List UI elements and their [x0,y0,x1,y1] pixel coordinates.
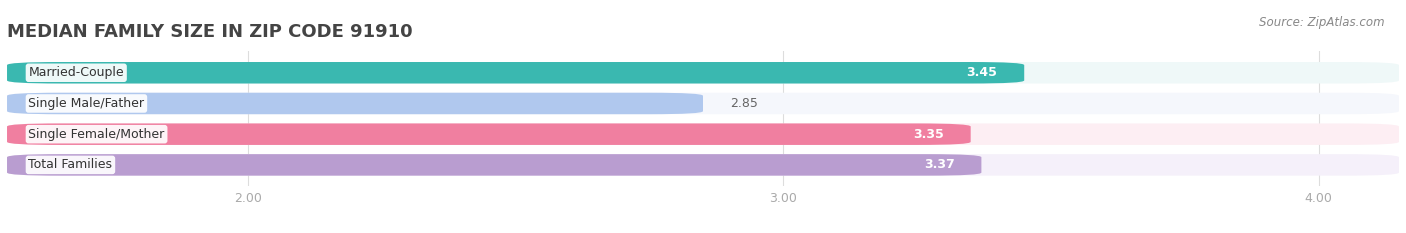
Text: Single Female/Mother: Single Female/Mother [28,128,165,141]
FancyBboxPatch shape [7,62,1024,83]
Text: Source: ZipAtlas.com: Source: ZipAtlas.com [1260,16,1385,29]
Text: Single Male/Father: Single Male/Father [28,97,145,110]
Text: 3.45: 3.45 [966,66,997,79]
FancyBboxPatch shape [7,93,1399,114]
FancyBboxPatch shape [7,123,1399,145]
Text: Total Families: Total Families [28,158,112,171]
FancyBboxPatch shape [7,93,703,114]
FancyBboxPatch shape [7,154,1399,176]
Text: 3.35: 3.35 [912,128,943,141]
FancyBboxPatch shape [7,154,981,176]
Text: 3.37: 3.37 [924,158,955,171]
FancyBboxPatch shape [7,62,1399,83]
Text: Married-Couple: Married-Couple [28,66,124,79]
Text: MEDIAN FAMILY SIZE IN ZIP CODE 91910: MEDIAN FAMILY SIZE IN ZIP CODE 91910 [7,23,412,41]
FancyBboxPatch shape [7,123,970,145]
Text: 2.85: 2.85 [730,97,758,110]
